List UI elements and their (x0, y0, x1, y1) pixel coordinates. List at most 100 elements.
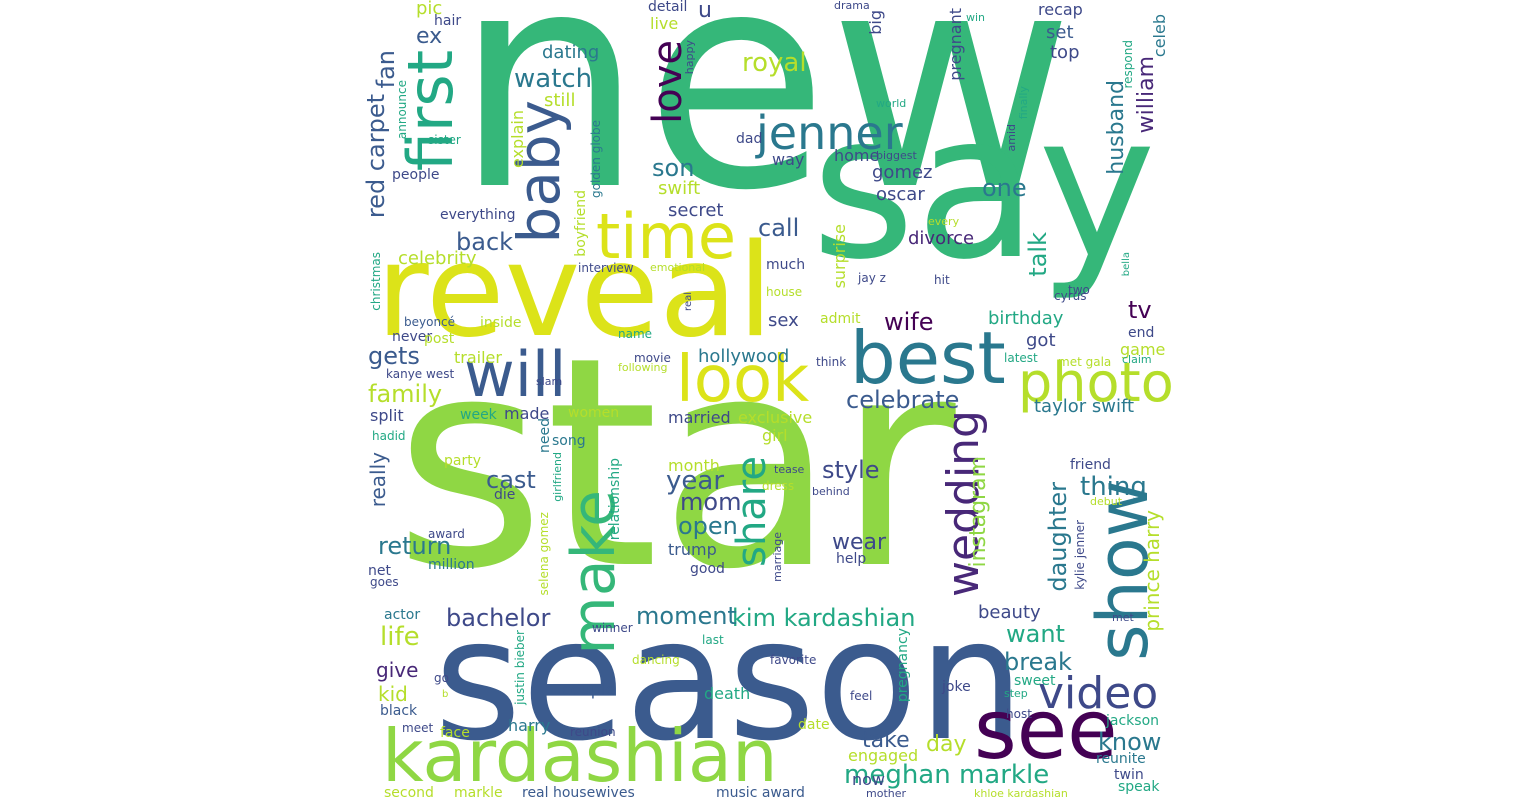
word-dancing: dancing (632, 653, 680, 667)
word-met: met (1112, 611, 1134, 624)
word-time: time (596, 200, 737, 273)
word-winner: winner (592, 621, 633, 635)
word-pregnant: pregnant (946, 8, 965, 81)
word-photo: photo (1018, 351, 1174, 414)
word-hollywood: hollywood (698, 346, 790, 367)
word-tease: tease (774, 463, 805, 476)
word-pic: pic (416, 0, 443, 19)
word-go: go (434, 671, 449, 685)
word-style: style (822, 456, 880, 484)
word-call: call (758, 214, 800, 242)
word-sex: sex (768, 310, 799, 331)
word-split: split (370, 406, 404, 425)
word-meghan-markle: meghan markle (844, 760, 1050, 790)
word-joke: joke (942, 679, 971, 695)
word-jenner: jenner (756, 106, 903, 160)
word-month: month (668, 456, 720, 475)
word-meet: meet (402, 721, 434, 735)
word-hair: hair (434, 13, 462, 29)
word-admit: admit (820, 311, 861, 327)
word-video: video (1038, 668, 1159, 719)
word-set: set (1046, 22, 1074, 43)
word-reunite: reunite (1096, 751, 1146, 767)
word-following: following (618, 361, 668, 374)
word-debut: debut (1090, 495, 1123, 508)
word-say: say (811, 71, 1157, 304)
word-life: life (380, 622, 420, 652)
word-divorce: divorce (908, 228, 975, 249)
word-favorite: favorite (770, 653, 817, 667)
word-love: love (645, 40, 691, 124)
word-reunion: reunion (570, 725, 616, 739)
word-wife: wife (884, 308, 934, 336)
word-taylor-swift: taylor swift (1034, 396, 1135, 417)
word-biggest: biggest (876, 149, 917, 162)
word-one: one (982, 174, 1027, 202)
word-married: married (668, 408, 731, 427)
word-girl: girl (762, 426, 788, 445)
word-break: break (1004, 648, 1072, 676)
word-daughter: daughter (1044, 482, 1072, 592)
word-actor: actor (384, 607, 421, 623)
word-much: much (766, 257, 806, 273)
word-face: face (440, 725, 470, 741)
word-girlfriend: girlfriend (551, 452, 564, 502)
word-red-carpet: red carpet (362, 94, 390, 219)
word-christmas: christmas (369, 252, 383, 311)
word-people: people (392, 167, 440, 183)
word-world: world (876, 97, 907, 110)
word-got: got (1026, 330, 1056, 351)
word-harry: harry (508, 716, 551, 735)
word-net: net (368, 563, 391, 579)
word-thing: thing (1080, 472, 1147, 502)
word-b: b (442, 689, 449, 700)
word-engaged: engaged (848, 746, 919, 765)
word-two: two (1068, 283, 1090, 297)
word-swift: swift (658, 178, 701, 199)
word-music-award: music award (716, 785, 805, 801)
word-marriage: marriage (771, 532, 784, 582)
word-pregnancy: pregnancy (895, 628, 911, 703)
word-drama: drama (834, 0, 870, 12)
word-mom: mom (680, 488, 742, 516)
word-behind: behind (812, 485, 850, 498)
word-look: look (676, 343, 810, 417)
word-cloud: new star say reveal season show see kardashian l… (346, 0, 1184, 802)
word-big: big (866, 10, 885, 35)
word-instagram: instagram (966, 456, 991, 568)
word-new: new (454, 0, 1075, 256)
word-want: want (1006, 620, 1065, 648)
word-win: win (966, 11, 986, 24)
word-amid: amid (1005, 124, 1018, 152)
word-son: son (652, 154, 695, 182)
word-good: good (690, 561, 725, 577)
word-kylie-jenner: kylie jenner (1073, 520, 1087, 590)
word-hadid: hadid (372, 429, 406, 443)
word-inside: inside (480, 315, 522, 331)
word-met-gala: met gala (1058, 355, 1112, 369)
word-help: help (836, 551, 867, 567)
word-beauty: beauty (978, 602, 1041, 623)
word-bachelor: bachelor (446, 604, 551, 632)
word-dress: dress (762, 479, 795, 493)
word-announce: announce (395, 80, 409, 140)
word-award: award (428, 527, 465, 541)
word-tv: tv (1128, 296, 1152, 324)
word-kim-kardashian: kim kardashian (732, 604, 916, 632)
word-year: year (666, 466, 725, 496)
word-beyoncé: beyoncé (404, 315, 456, 329)
word-khloe-kardashian: khloe kardashian (974, 787, 1068, 800)
word-everything: everything (440, 207, 516, 223)
word-celeb: celeb (1150, 14, 1169, 58)
word-season: season (434, 582, 1025, 778)
word-markle: markle (454, 785, 503, 801)
word-death: death (704, 684, 751, 703)
word-see: see (974, 683, 1118, 778)
word-cast: cast (486, 466, 536, 494)
word-last: last (702, 633, 724, 647)
word-kardashian: kardashian (382, 714, 778, 798)
word-black: black (380, 703, 418, 719)
word-movie: movie (634, 351, 671, 365)
word-birthday: birthday (988, 308, 1064, 329)
word-will: will (464, 338, 567, 411)
